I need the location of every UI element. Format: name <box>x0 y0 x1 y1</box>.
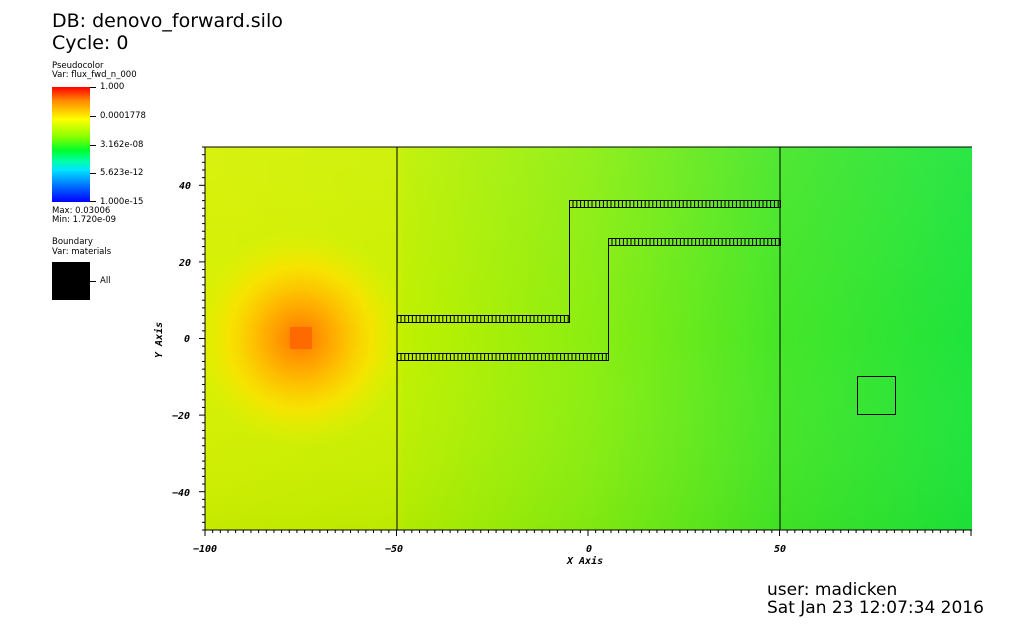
x-tick-label: −50 <box>385 544 403 555</box>
x-tick-label: 50 <box>774 544 786 555</box>
colorbar-tick-label: 0.0001778 <box>100 111 146 121</box>
pseudocolor-max-label: Max: 0.03006 <box>52 206 111 216</box>
colorbar-tick <box>90 145 96 146</box>
colorbar-tick-label: 1.000e-15 <box>100 197 144 207</box>
colorbar-tick-label: 1.000 <box>100 82 125 92</box>
colorbar-tick <box>90 116 96 117</box>
boundary-tick <box>90 281 96 282</box>
colorbar-tick <box>90 87 96 88</box>
boundary-hatching <box>400 201 780 360</box>
cycle-label: Cycle: 0 <box>52 32 129 54</box>
colorbar-tick-label: 5.623e-12 <box>100 168 144 178</box>
pseudocolor-colorbar <box>52 87 90 202</box>
boundary-entry-label: All <box>100 276 111 286</box>
boundary-var-label: Var: materials <box>52 247 112 257</box>
material-boundaries <box>396 147 896 530</box>
pseudocolor-field <box>205 147 972 530</box>
boundary-legend-title: Boundary <box>52 237 93 247</box>
colorbar-tick-label: 3.162e-08 <box>100 140 144 150</box>
x-tick-label: −100 <box>193 544 217 555</box>
y-tick-label: 40 <box>179 181 191 192</box>
y-axis-title: Y Axis <box>153 322 165 358</box>
datetime-label: Sat Jan 23 12:07:34 2016 <box>767 598 984 618</box>
user-label: user: madicken <box>767 580 898 600</box>
y-tick-label: −20 <box>172 411 190 422</box>
axis-ticks <box>199 146 972 536</box>
pseudocolor-min-label: Min: 1.720e-09 <box>52 215 117 225</box>
colorbar-tick <box>90 173 96 174</box>
y-tick-label: −40 <box>172 488 190 499</box>
boundary-swatch <box>52 262 90 300</box>
x-axis-title: X Axis <box>566 555 603 567</box>
database-title: DB: denovo_forward.silo <box>52 10 283 32</box>
x-tick-label: 0 <box>586 544 592 555</box>
y-tick-label: 20 <box>178 258 191 269</box>
colorbar-tick <box>90 201 96 202</box>
pseudocolor-legend-title: Pseudocolor <box>52 61 104 71</box>
pseudocolor-var-label: Var: flux_fwd_n_000 <box>52 70 137 80</box>
y-tick-label: 0 <box>184 334 190 345</box>
